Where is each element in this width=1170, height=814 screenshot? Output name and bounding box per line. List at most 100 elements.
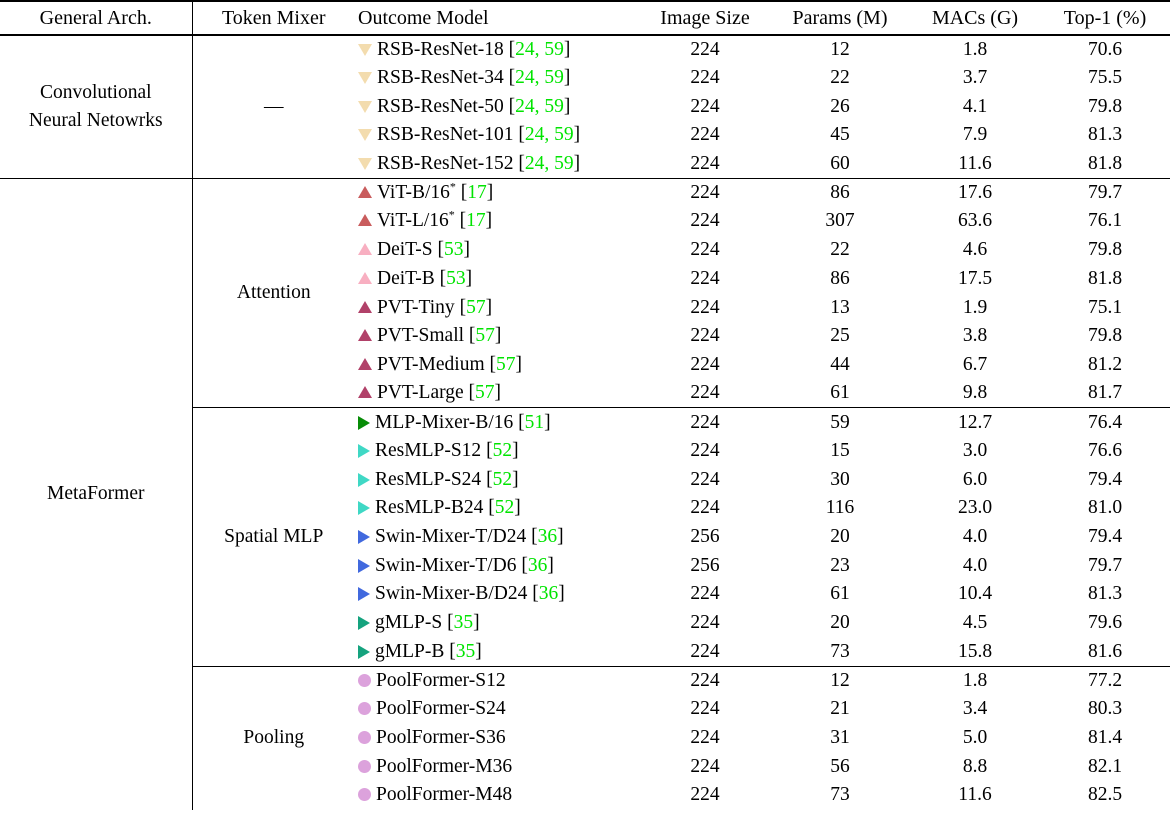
model-cell: ViT-B/16* [17] <box>355 177 640 208</box>
image-size-value: 224 <box>640 177 770 208</box>
down-marker-icon <box>358 129 372 142</box>
image-size-value: 224 <box>690 755 720 777</box>
citation-link[interactable]: 52 <box>492 439 513 461</box>
top1-value: 70.6 <box>1087 38 1123 60</box>
citation-link[interactable]: 57 <box>475 325 495 347</box>
model-name: PoolFormer-S36 <box>376 726 506 748</box>
citation-link[interactable]: 24, 59 <box>515 67 564 89</box>
image-size-value: 256 <box>690 554 720 576</box>
image-size-value: 224 <box>690 382 720 404</box>
model-name: PoolFormer-S24 <box>376 698 506 720</box>
image-size-value: 224 <box>690 210 720 232</box>
params-value: 22 <box>830 67 850 89</box>
citation-link[interactable]: 24, 59 <box>515 38 564 60</box>
top1-value: 81.3 <box>1087 124 1123 146</box>
model-cell: Swin-Mixer-T/D6 [36] <box>355 551 640 580</box>
citation-link[interactable]: 35 <box>453 612 474 634</box>
citation-link[interactable]: 52 <box>492 468 513 490</box>
model-name: PoolFormer-M36 <box>376 755 513 777</box>
model-name: Swin-Mixer-B/D24 <box>375 583 528 605</box>
table-row: ResMLP-S24 [52] 224 30 6.0 79.4 <box>0 465 1170 494</box>
table-row: Swin-Mixer-T/D24 [36] 256 20 4.0 79.4 <box>0 523 1170 552</box>
arch-label: MetaFormer <box>0 177 193 810</box>
table-row: PoolFormer-S24 224 21 3.4 80.3 <box>0 695 1170 724</box>
macs-value: 17.5 <box>957 267 993 289</box>
header-outcome-model: Outcome Model <box>355 1 640 36</box>
top1-value: 82.5 <box>1087 784 1123 806</box>
macs-value: 4.5 <box>962 612 988 634</box>
params-value: 30 <box>830 468 850 490</box>
model-superscript: * <box>449 179 456 194</box>
model-name: PVT-Tiny <box>377 296 455 318</box>
macs-value: 8.8 <box>962 755 988 777</box>
citation-link[interactable]: 36 <box>538 583 559 605</box>
model-cell: DeiT-B [53] <box>355 265 640 294</box>
macs-value: 11.6 <box>958 784 992 806</box>
citation-link[interactable]: 51 <box>524 411 545 433</box>
image-size-value: 224 <box>690 95 720 117</box>
model-name: ResMLP-B24 <box>375 497 484 519</box>
top1-value: 81.7 <box>1087 382 1123 404</box>
macs-value: 4.6 <box>962 239 988 261</box>
model-cell: MLP-Mixer-B/16 [51] <box>355 407 640 437</box>
model-name: ResMLP-S12 <box>375 439 482 461</box>
citation-link[interactable]: 36 <box>537 526 558 548</box>
right-marker-icon <box>358 472 370 487</box>
params-value: 13 <box>830 296 850 318</box>
params-value: 31 <box>830 726 850 748</box>
citation-link[interactable]: 24, 59 <box>515 95 564 117</box>
macs-value: 10.4 <box>957 583 993 605</box>
image-size-value: 224 <box>690 38 720 60</box>
up-marker-icon <box>358 243 372 256</box>
citation-link[interactable]: 35 <box>455 640 476 662</box>
image-size-value: 224 <box>690 267 720 289</box>
up-marker-icon <box>358 300 372 313</box>
table-row: RSB-ResNet-101 [24, 59] 224 45 7.9 81.3 <box>0 121 1170 150</box>
table-row: DeiT-S [53] 224 22 4.6 79.8 <box>0 236 1170 265</box>
citation-link[interactable]: 17 <box>466 210 486 232</box>
table-row: Pooling PoolFormer-S12 224 12 1.8 77.2 <box>0 665 1170 810</box>
macs-value: 1.9 <box>962 296 988 318</box>
macs-value: 23.0 <box>957 497 993 519</box>
citation-link[interactable]: 24, 59 <box>524 152 574 174</box>
model-cell: RSB-ResNet-50 [24, 59] <box>355 92 640 121</box>
model-cell: ResMLP-S24 [52] <box>355 465 640 494</box>
circle-marker-icon <box>358 759 371 773</box>
citation-link[interactable]: 17 <box>467 182 487 204</box>
model-name: DeiT-S <box>377 239 433 261</box>
citation-link[interactable]: 53 <box>446 267 466 289</box>
macs-value: 3.8 <box>962 325 988 347</box>
model-superscript: * <box>448 207 455 222</box>
up-marker-icon <box>358 214 372 227</box>
citation-link[interactable]: 57 <box>475 382 495 404</box>
citation-link[interactable]: 36 <box>527 554 548 576</box>
circle-marker-icon <box>358 730 371 744</box>
model-cell: Swin-Mixer-B/D24 [36] <box>355 580 640 609</box>
right-marker-icon <box>358 530 370 545</box>
params-value: 45 <box>830 124 850 146</box>
macs-value: 3.7 <box>962 67 988 89</box>
model-cell: PoolFormer-S36 <box>355 724 640 753</box>
top1-value: 76.1 <box>1087 210 1123 232</box>
model-cell: RSB-ResNet-152 [24, 59] <box>355 150 640 179</box>
circle-marker-icon <box>358 673 371 687</box>
citation-link[interactable]: 52 <box>494 497 515 519</box>
up-marker-icon <box>358 329 372 342</box>
right-marker-icon <box>358 587 370 602</box>
citation-link[interactable]: 57 <box>496 353 516 375</box>
circle-marker-icon <box>358 702 371 716</box>
citation-link[interactable]: 24, 59 <box>524 124 574 146</box>
model-name: gMLP-B <box>375 640 445 662</box>
table-row: PVT-Small [57] 224 25 3.8 79.8 <box>0 322 1170 351</box>
model-cell: ResMLP-B24 [52] <box>355 494 640 523</box>
citation-link[interactable]: 53 <box>444 239 464 261</box>
params-value: 116 <box>825 497 855 519</box>
header-token-mixer: Token Mixer <box>192 1 355 36</box>
header-macs: MACs (G) <box>910 1 1040 36</box>
image-size-value: 224 <box>640 407 770 437</box>
image-size-value: 224 <box>640 665 770 695</box>
citation-link[interactable]: 57 <box>466 296 486 318</box>
model-cell: DeiT-S [53] <box>355 236 640 265</box>
image-size-value: 224 <box>690 784 720 806</box>
